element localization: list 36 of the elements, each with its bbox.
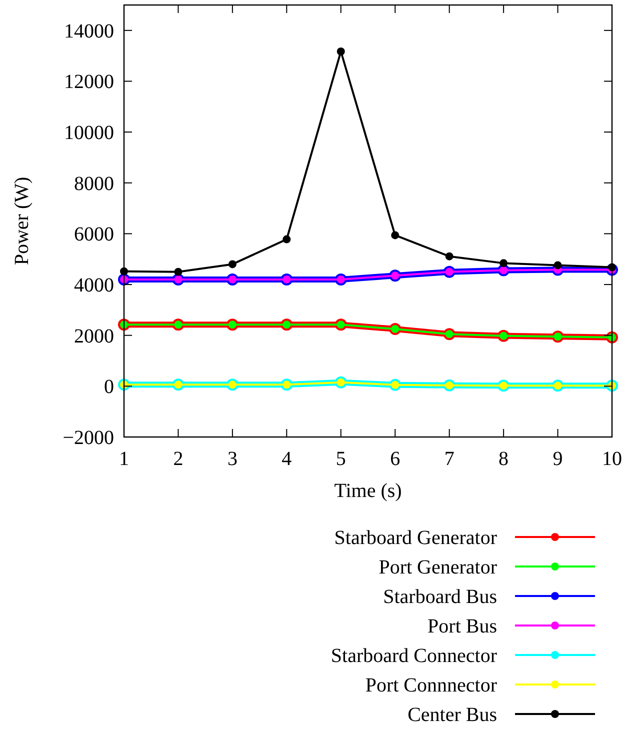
- legend-label: Port Connnector: [365, 674, 498, 696]
- point: [228, 260, 236, 268]
- y-tick-label: −2000: [62, 427, 114, 449]
- x-tick-label: 7: [444, 448, 454, 470]
- x-tick-label: 10: [602, 448, 622, 470]
- x-tick-label: 4: [282, 448, 292, 470]
- y-tick-label: 12000: [64, 71, 114, 94]
- point: [174, 268, 182, 276]
- point: [391, 231, 400, 240]
- point: [554, 261, 562, 270]
- y-axis-title: Power (W): [11, 176, 33, 266]
- point: [445, 252, 454, 260]
- legend-label: Starboard Generator: [334, 527, 498, 549]
- legend-label: Starboard Connector: [330, 645, 498, 667]
- x-tick-label: 3: [227, 448, 238, 470]
- legend-label: Port Generator: [378, 556, 498, 578]
- x-tick-label: 2: [173, 448, 184, 470]
- y-tick-label: 0: [104, 376, 114, 398]
- x-tick-label: 5: [336, 448, 346, 470]
- x-tick-label: 6: [390, 448, 400, 470]
- y-tick-label: 14000: [64, 20, 114, 42]
- legend-label: Starboard Bus: [383, 586, 498, 608]
- x-axis-title: Time (s): [334, 480, 402, 502]
- y-tick-label: 4000: [74, 274, 114, 297]
- x-tick-label: 8: [498, 448, 509, 470]
- legend-label: Port Bus: [428, 616, 498, 638]
- y-tick-label: 10000: [64, 122, 114, 144]
- x-tick-label: 1: [119, 448, 129, 470]
- point: [336, 48, 345, 56]
- legend-label: Center Bus: [408, 704, 498, 726]
- y-tick-label: 2000: [74, 325, 114, 348]
- point: [282, 235, 291, 244]
- y-tick-label: 6000: [74, 224, 114, 246]
- y-tick-label: 8000: [74, 172, 114, 195]
- x-tick-label: 9: [552, 448, 563, 470]
- point: [500, 259, 508, 268]
